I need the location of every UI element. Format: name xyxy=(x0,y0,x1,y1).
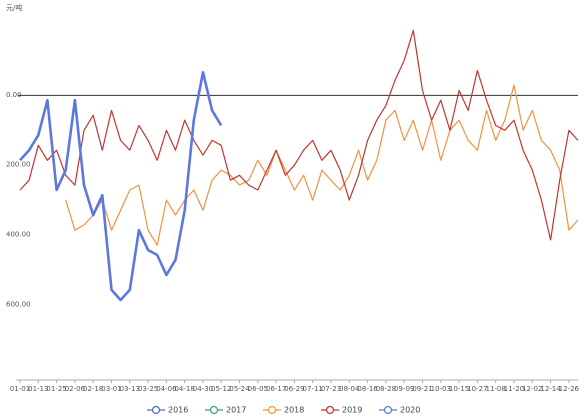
x-tick-label: 09-09 xyxy=(394,385,414,393)
y-tick-label: 400.00 xyxy=(6,231,31,239)
x-tick-label: 01-13 xyxy=(28,385,48,393)
legend-marker xyxy=(209,405,219,415)
x-tick-label: 03-25 xyxy=(138,385,158,393)
legend-label: 2019 xyxy=(342,406,362,415)
legend-label: 2020 xyxy=(400,406,420,415)
x-tick-label: 10-15 xyxy=(449,385,469,393)
legend-item: 2016 xyxy=(147,406,188,415)
legend-marker xyxy=(151,405,161,415)
x-tick-label: 02-18 xyxy=(83,385,103,393)
x-tick-label: 12-14 xyxy=(540,385,561,393)
series-line xyxy=(19,29,579,241)
x-tick-label: 07-23 xyxy=(321,385,341,393)
y-tick-label: 200.00 xyxy=(6,161,31,169)
x-tick-label: 12-26 xyxy=(559,385,580,393)
y-unit: 元/吨 xyxy=(6,3,22,12)
x-tick-label: 03-13 xyxy=(120,385,140,393)
x-tick-label: 03-01 xyxy=(101,385,121,393)
x-tick-label: 07-11 xyxy=(303,385,323,393)
x-tick-label: 04-30 xyxy=(193,385,213,393)
legend-label: 2018 xyxy=(284,406,304,415)
legend-item: 2020 xyxy=(379,406,420,415)
x-tick-label: 11-20 xyxy=(504,385,524,393)
x-tick-label: 06-05 xyxy=(248,385,268,393)
legend-item: 2018 xyxy=(263,406,304,415)
x-tick-label: 09-21 xyxy=(412,385,432,393)
legend-item: 2019 xyxy=(321,406,362,415)
x-tick-label: 10-03 xyxy=(431,385,451,393)
legend: 2016 2017 2018 2019 2020 xyxy=(147,406,420,415)
x-tick-label: 04-06 xyxy=(156,385,177,393)
x-tick-label: 05-24 xyxy=(229,385,250,393)
series-line xyxy=(65,84,579,246)
y-tick-label: 0.00 xyxy=(6,91,22,99)
legend-label: 2017 xyxy=(226,406,246,415)
x-tick-label: 02-06 xyxy=(65,385,86,393)
y-tick-label: 600.00 xyxy=(6,300,31,308)
series-line xyxy=(19,71,223,302)
x-tick-label: 01-25 xyxy=(46,385,66,393)
x-tick-label: 11-08 xyxy=(486,385,506,393)
x-tick-label: 04-18 xyxy=(174,385,194,393)
x-tick-label: 06-17 xyxy=(266,385,286,393)
legend-marker xyxy=(383,405,393,415)
legend-marker xyxy=(325,405,335,415)
x-tick-label: 01-01 xyxy=(10,385,30,393)
legend-marker xyxy=(267,405,277,415)
legend-label: 2016 xyxy=(168,406,188,415)
x-tick-label: 06-29 xyxy=(284,385,304,393)
x-tick-label: 08-16 xyxy=(357,385,378,393)
x-tick-label: 08-28 xyxy=(376,385,396,393)
x-tick-label: 05-12 xyxy=(211,385,231,393)
legend-item: 2017 xyxy=(205,406,246,415)
x-tick-label: 12-02 xyxy=(522,385,542,393)
x-tick-label: 08-04 xyxy=(339,385,360,393)
x-tick-label: 10-27 xyxy=(467,385,487,393)
